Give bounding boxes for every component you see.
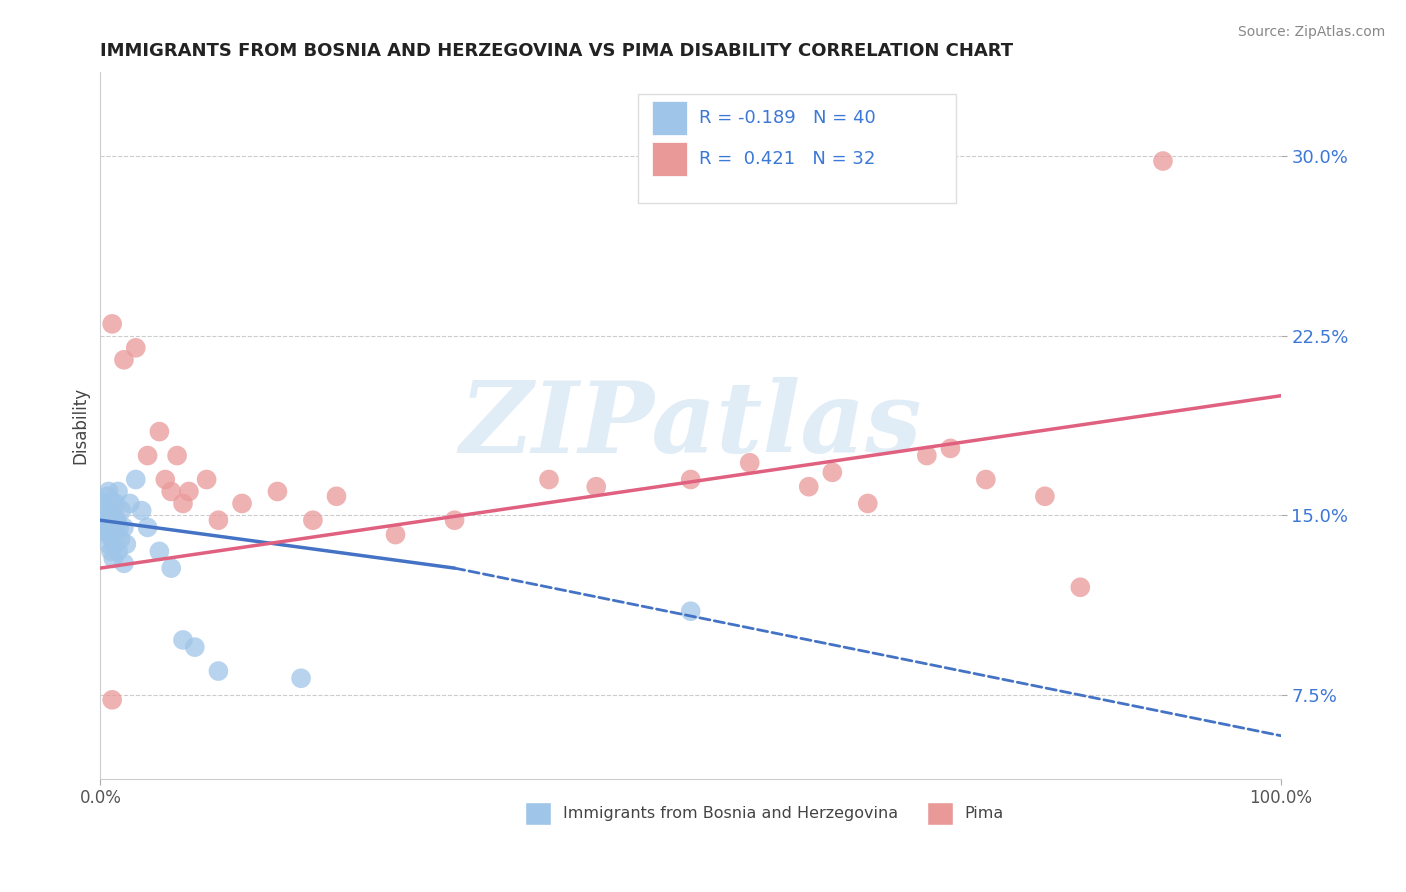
Point	[112, 352, 135, 367]
FancyBboxPatch shape	[526, 802, 551, 825]
Point	[118, 496, 141, 510]
Point	[679, 604, 702, 618]
Text: R = -0.189   N = 40: R = -0.189 N = 40	[699, 109, 876, 127]
Point	[101, 317, 124, 331]
Point	[290, 671, 312, 685]
Point	[266, 484, 288, 499]
Point	[856, 496, 879, 510]
Point	[172, 496, 194, 510]
Point	[207, 664, 229, 678]
Point	[915, 449, 938, 463]
Point	[821, 466, 844, 480]
Text: R =  0.421   N = 32: R = 0.421 N = 32	[699, 150, 876, 168]
Point	[108, 520, 131, 534]
Point	[1069, 580, 1091, 594]
Point	[105, 513, 128, 527]
Point	[443, 513, 465, 527]
Point	[110, 533, 132, 547]
Point	[160, 561, 183, 575]
Point	[103, 508, 125, 523]
Point	[184, 640, 207, 654]
Point	[148, 425, 170, 439]
Point	[207, 513, 229, 527]
Point	[177, 484, 200, 499]
Point	[100, 544, 122, 558]
Point	[112, 520, 135, 534]
Point	[101, 496, 124, 510]
Point	[172, 632, 194, 647]
Point	[160, 484, 183, 499]
Point	[131, 503, 153, 517]
Point	[97, 484, 120, 499]
FancyBboxPatch shape	[652, 142, 688, 176]
Point	[125, 341, 148, 355]
Point	[107, 544, 129, 558]
Point	[302, 513, 325, 527]
Point	[104, 496, 127, 510]
Point	[125, 473, 148, 487]
Point	[115, 537, 138, 551]
Point	[97, 537, 120, 551]
Point	[107, 484, 129, 499]
Point	[231, 496, 253, 510]
Point	[384, 527, 406, 541]
Point	[136, 449, 159, 463]
FancyBboxPatch shape	[637, 94, 956, 203]
Text: ZIPatlas: ZIPatlas	[460, 377, 922, 474]
Text: IMMIGRANTS FROM BOSNIA AND HERZEGOVINA VS PIMA DISABILITY CORRELATION CHART: IMMIGRANTS FROM BOSNIA AND HERZEGOVINA V…	[100, 42, 1014, 60]
Point	[537, 473, 560, 487]
Point	[797, 480, 820, 494]
Point	[166, 449, 188, 463]
Text: Immigrants from Bosnia and Herzegovina: Immigrants from Bosnia and Herzegovina	[564, 806, 898, 821]
Point	[679, 473, 702, 487]
Point	[104, 525, 127, 540]
Point	[103, 551, 125, 566]
FancyBboxPatch shape	[927, 802, 953, 825]
Point	[738, 456, 761, 470]
Point	[325, 489, 347, 503]
Point	[101, 693, 124, 707]
Point	[112, 557, 135, 571]
Point	[96, 520, 118, 534]
Point	[94, 513, 117, 527]
Point	[939, 442, 962, 456]
Text: Pima: Pima	[965, 806, 1004, 821]
Point	[1033, 489, 1056, 503]
Point	[1152, 154, 1174, 169]
Point	[101, 533, 124, 547]
Point	[100, 513, 122, 527]
Point	[93, 496, 115, 510]
Point	[103, 537, 125, 551]
Point	[585, 480, 607, 494]
Y-axis label: Disability: Disability	[72, 387, 89, 464]
Point	[974, 473, 997, 487]
Point	[98, 508, 121, 523]
Text: Source: ZipAtlas.com: Source: ZipAtlas.com	[1237, 25, 1385, 39]
Point	[136, 520, 159, 534]
Point	[155, 473, 177, 487]
Point	[98, 527, 121, 541]
Point	[148, 544, 170, 558]
Point	[103, 520, 125, 534]
Point	[96, 489, 118, 503]
Point	[96, 503, 118, 517]
FancyBboxPatch shape	[652, 101, 688, 135]
Point	[195, 473, 218, 487]
Point	[96, 525, 118, 540]
Point	[110, 503, 132, 517]
